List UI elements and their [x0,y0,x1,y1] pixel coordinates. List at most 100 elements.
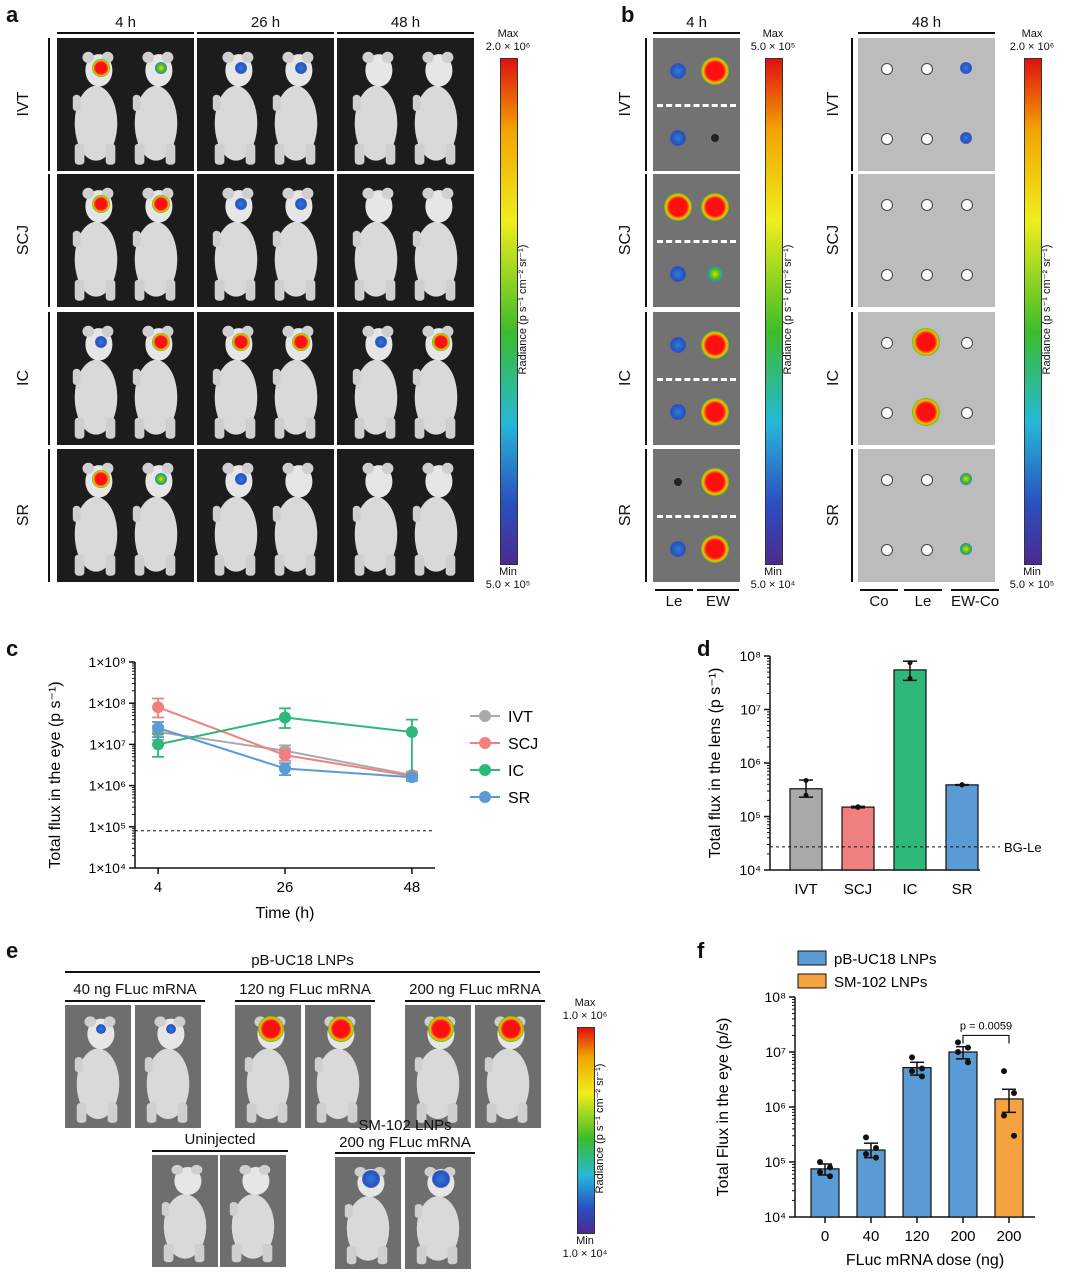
chart-f-x-tick-label: 40 [863,1228,880,1245]
chart-d: 10⁸ 10⁷ 10⁶ 10⁵ 10⁴ Total flux in the lens (p… [707,648,1042,898]
chart-f-data-point [909,1068,915,1075]
panel-e-uninjected-rule [152,1150,288,1152]
chart-f-data-point [1001,1112,1007,1119]
chart-d-x-tick-label: IC [903,881,918,898]
chart-c-x-tick-label: 48 [404,879,421,896]
panel-b-tissue [881,544,893,556]
panel-b-column-rule [951,589,999,591]
panel-b-signal-spot [707,266,723,282]
panel-b-organ-image-48h [858,449,995,582]
panel-c-label: c [6,636,19,661]
panel-b-divider [657,377,736,381]
panel-b-left-row-bracket [645,38,647,171]
panel-e-colorbar-axis-label: Radiance (p s⁻¹ cm⁻² sr⁻¹) [593,1063,606,1193]
chart-f-p-value: p = 0.0059 [960,1020,1012,1032]
panel-b-right-column-label: EW-Co [950,593,1000,610]
panel-e-signal-spot [498,1016,524,1042]
panel-b-left-header: 4 h [686,14,707,31]
mouse-image [212,462,258,576]
chart-c-legend-marker [479,764,491,776]
panel-a-column-header: 4 h [115,14,136,31]
panel-b-signal-spot [701,398,729,426]
chart-f-x-tick-label: 0 [821,1228,829,1245]
panel-a-row-bracket [48,449,50,582]
chart-c-y-tick-label: 1×10⁶ [89,778,126,794]
panel-a-image [57,38,194,171]
chart-f-data-point [919,1065,925,1072]
panel-b-left-colorbar-axis-label: Radiance (p s⁻¹ cm⁻² sr⁻¹) [781,244,794,374]
chart-f-bar [902,1067,932,1218]
panel-a-signal-spot [232,333,250,351]
chart-f-bar [994,1098,1024,1218]
chart-f-x-tick-label: 200 [996,1228,1021,1245]
panel-b-right-header-rule [858,32,995,34]
panel-a-image [57,449,194,582]
chart-f-data-point [863,1150,869,1157]
panel-e-signal-spot [362,1170,380,1188]
panel-a-signal-spot [295,198,307,210]
panel-a-signal-spot [235,198,247,210]
chart-f-data-point [1011,1089,1017,1096]
panel-e-group-rule [65,971,540,973]
panel-e-signal-spot [258,1016,284,1042]
panel-b-signal-spot [960,543,972,555]
panel-a-image [337,312,474,445]
panel-b-right-colorbar-min-label: Min [1023,566,1041,578]
chart-c-legend-marker [479,737,491,749]
chart-f-x-axis-label: FLuc mRNA dose (ng) [846,1252,1004,1269]
panel-b-tissue [881,337,893,349]
chart-f-data-point [873,1154,879,1161]
panel-b-organ-image-4h [653,38,740,171]
panel-a-colorbar-axis-label: Radiance (p s⁻¹ cm⁻² sr⁻¹) [516,244,529,374]
panel-a-signal-spot [292,333,310,351]
chart-f-significance-bracket [962,1034,1010,1044]
chart-f-bar [948,1051,978,1218]
panel-e-colorbar-min-label: Min [576,1235,594,1247]
chart-f-data-point [863,1134,869,1141]
panel-b-left-colorbar-min-label: Min [764,566,782,578]
chart-c-legend-label: IC [508,763,524,780]
panel-a-signal-spot [235,62,247,74]
chart-c-y-tick-label: 1×10⁹ [88,654,126,670]
panel-e-mouse-image [235,1005,301,1128]
panel-a-signal-spot [152,333,170,351]
panel-b-signal-spot [670,541,686,557]
mouse-image [352,462,398,576]
panel-e-colorbar-max-value: 1.0 × 10⁶ [562,1010,608,1022]
panel-a-colorbar [500,58,518,565]
mouse-image [272,187,318,301]
panel-e-dose-rule [235,1000,375,1002]
panel-e-colorbar-max-label: Max [574,997,596,1009]
panel-b-right-column-label: Co [869,593,889,610]
panel-e-uninjected-image [220,1155,286,1267]
chart-d-data-point [907,660,913,666]
chart-c-y-axis-label: Total flux in the eye (p s⁻¹) [47,681,64,868]
chart-c-y-tick-label: 1×10⁵ [89,819,126,835]
panel-e-uninjected-image [152,1155,218,1267]
panel-b-right-colorbar-axis-label: Radiance (p s⁻¹ cm⁻² sr⁻¹) [1040,244,1053,374]
panel-b-divider [657,103,736,107]
panel-a-colorbar-min-value: 5.0 × 10⁵ [485,579,531,591]
panel-e-sm-image [335,1157,401,1269]
panel-a-row-label: IC [15,369,32,386]
panel-b-organ-image-48h [858,312,995,445]
panel-b-left-row-label: SR [617,503,634,526]
panel-b-left-colorbar [765,58,783,565]
panel-b-left-column-label: EW [705,593,731,610]
chart-c-data-point [405,725,418,738]
panel-b-divider [657,239,736,243]
mouse-image [412,462,458,576]
chart-d-bar [893,669,927,871]
mouse-image [74,1016,120,1123]
panel-b-tissue [711,134,719,142]
panel-b-signal-spot [664,193,692,221]
panel-a-label: a [6,2,19,27]
panel-e-group-title: pB-UC18 LNPs [251,952,354,969]
panel-b-signal-spot [670,266,686,282]
panel-e-signal-spot [432,1170,450,1188]
panel-b-tissue [921,63,933,75]
mouse-image [412,187,458,301]
panel-a-colorbar-max-value: 2.0 × 10⁶ [485,41,531,53]
panel-d-label: d [697,636,711,661]
chart-c-legend-label: SCJ [508,736,538,753]
